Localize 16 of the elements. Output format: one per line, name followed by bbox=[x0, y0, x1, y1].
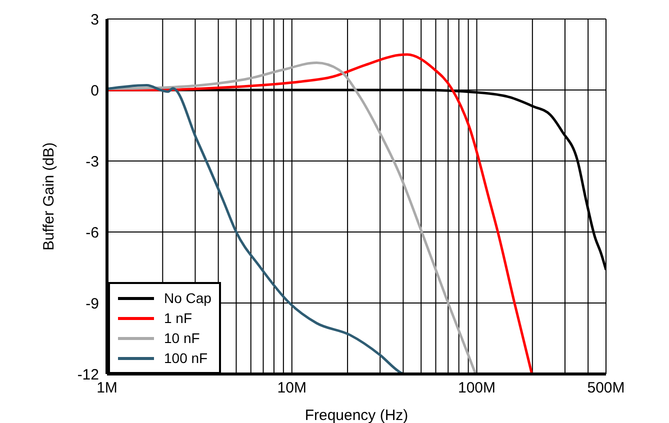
legend-label: 100 nF bbox=[164, 350, 208, 366]
x-tick-label: 1M bbox=[96, 380, 118, 397]
legend-label: No Cap bbox=[164, 290, 212, 306]
y-tick-label: 0 bbox=[90, 82, 99, 100]
x-tick-label: 500M bbox=[587, 380, 625, 397]
x-axis-title: Frequency (Hz) bbox=[304, 407, 408, 423]
y-tick-label: -3 bbox=[86, 153, 99, 170]
legend-label: 1 nF bbox=[164, 310, 192, 326]
y-tick-label: 3 bbox=[90, 11, 99, 28]
y-tick-label: -6 bbox=[86, 224, 99, 242]
y-tick-label: -12 bbox=[77, 366, 99, 384]
x-tick-label: 100M bbox=[458, 380, 496, 397]
x-tick-label: 10M bbox=[277, 380, 306, 397]
y-axis-title: Buffer Gain (dB) bbox=[40, 142, 58, 251]
legend-label: 10 nF bbox=[164, 330, 200, 346]
y-tick-label: -9 bbox=[86, 295, 99, 312]
